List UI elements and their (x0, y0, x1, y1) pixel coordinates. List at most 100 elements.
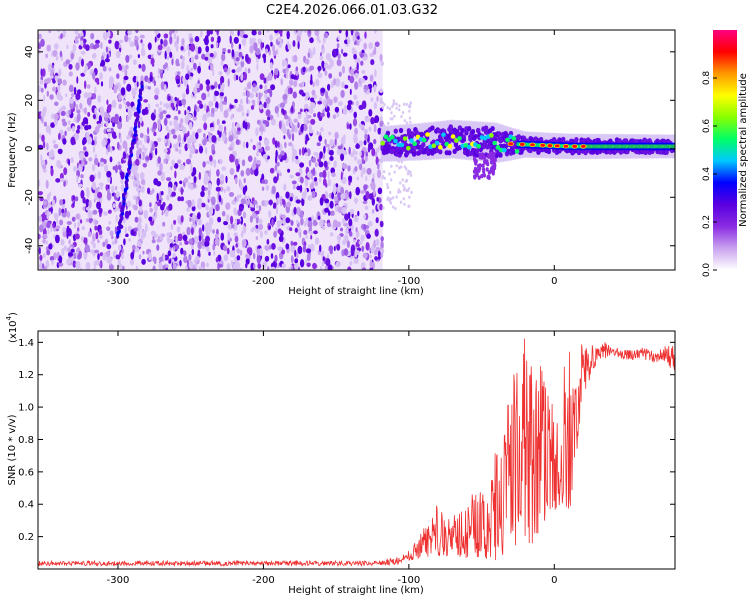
noise-blob (405, 102, 408, 106)
noise-blob (231, 49, 235, 58)
noise-blob (183, 135, 187, 143)
noise-blob (198, 202, 202, 210)
noise-blob (398, 166, 401, 170)
noise-blob (188, 253, 192, 261)
noise-blob (253, 156, 257, 165)
noise-blob (236, 194, 240, 202)
noise-blob (97, 171, 102, 180)
signal-hotspot (547, 144, 553, 148)
noise-blob (141, 42, 145, 48)
noise-blob (205, 45, 210, 53)
noise-blob (250, 105, 255, 110)
noise-blob (162, 201, 166, 208)
noise-blob (219, 92, 224, 97)
noise-blob (192, 181, 197, 188)
noise-blob (96, 201, 102, 210)
noise-blob (87, 92, 92, 98)
noise-blob (269, 167, 275, 174)
noise-blob (67, 120, 71, 126)
noise-blob (300, 124, 304, 133)
noise-blob (91, 53, 97, 59)
noise-blob (157, 68, 161, 75)
noise-blob (283, 183, 287, 191)
noise-blob (197, 218, 202, 226)
noise-blob (230, 260, 234, 266)
noise-blob (265, 245, 269, 252)
noise-blob (187, 130, 190, 137)
noise-blob (361, 70, 366, 74)
noise-blob (324, 265, 328, 270)
noise-blob (114, 40, 120, 50)
noise-blob (375, 147, 379, 153)
noise-blob (85, 207, 90, 211)
noise-blob (264, 93, 268, 100)
noise-blob (217, 35, 221, 44)
noise-blob (295, 265, 298, 270)
noise-blob (255, 210, 260, 215)
noise-blob (388, 172, 391, 176)
signal-blob (475, 172, 479, 177)
noise-blob (269, 34, 273, 42)
noise-blob (125, 54, 130, 63)
noise-blob (255, 127, 259, 137)
noise-blob (135, 197, 138, 205)
noise-blob (134, 247, 140, 253)
noise-blob (92, 209, 98, 215)
noise-blob (169, 51, 173, 59)
noise-blob (58, 133, 61, 140)
noise-blob (273, 230, 277, 238)
noise-blob (207, 182, 212, 191)
noise-blob (352, 118, 358, 127)
noise-blob (327, 64, 332, 70)
noise-blob (408, 105, 412, 109)
noise-blob (131, 175, 134, 181)
noise-blob (174, 170, 177, 179)
noise-blob (273, 202, 277, 208)
noise-blob (206, 30, 211, 37)
noise-blob (218, 83, 221, 90)
noise-blob (347, 100, 353, 105)
signal-blob (490, 167, 494, 173)
noise-blob (106, 138, 111, 145)
noise-blob (349, 191, 352, 200)
noise-blob (170, 128, 176, 135)
x-tick-label: 0 (551, 276, 557, 287)
noise-blob (343, 248, 349, 256)
signal-core (498, 147, 504, 153)
signal-blob (393, 128, 398, 134)
noise-blob (167, 186, 172, 196)
noise-blob (147, 103, 151, 111)
noise-blob (194, 54, 199, 60)
noise-blob (111, 99, 117, 109)
noise-blob (307, 195, 313, 201)
noise-blob (79, 152, 84, 161)
noise-blob (141, 63, 146, 72)
noise-blob (160, 81, 165, 90)
noise-blob (386, 185, 389, 190)
noise-blob (110, 147, 113, 153)
signal-blob (483, 155, 487, 161)
noise-blob (217, 102, 221, 109)
noise-blob (374, 30, 377, 34)
noise-blob (219, 158, 223, 164)
noise-blob (373, 239, 376, 248)
noise-blob (305, 110, 308, 117)
noise-blob (150, 57, 155, 65)
noise-blob (398, 104, 401, 108)
noise-blob (242, 225, 247, 234)
noise-blob (348, 146, 351, 155)
noise-blob (354, 251, 358, 258)
noise-blob (370, 246, 375, 254)
noise-blob (108, 209, 112, 214)
noise-blob (171, 159, 175, 167)
noise-blob (204, 240, 208, 247)
noise-blob (240, 198, 246, 205)
noise-blob (405, 178, 409, 183)
noise-blob (70, 136, 76, 146)
noise-blob (259, 230, 263, 239)
noise-blob (340, 136, 346, 145)
signal-core (511, 136, 517, 141)
noise-blob (80, 267, 83, 270)
noise-blob (195, 132, 199, 140)
